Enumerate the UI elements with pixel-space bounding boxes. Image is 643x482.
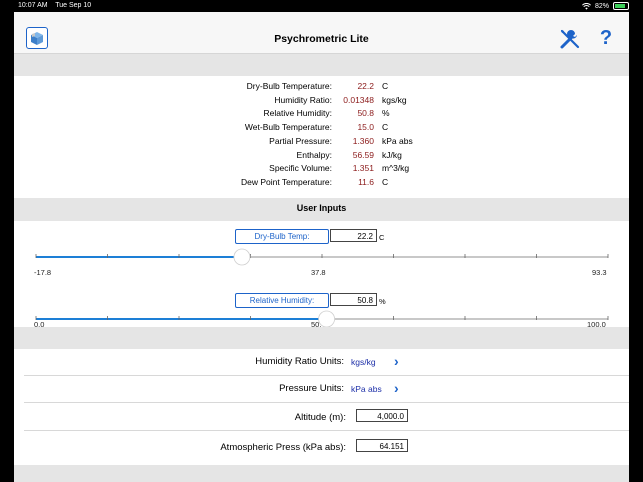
help-button[interactable]: ? [599,27,613,49]
dry-bulb-max-label: 93.3 [592,268,607,277]
pressure-units-row[interactable]: Pressure Units: kPa abs › [14,376,629,402]
home-cube-button[interactable] [26,27,48,49]
wifi-icon [581,2,591,10]
status-time: 10:07 AM [18,2,48,9]
rh-max-label: 100.0 [587,320,606,329]
divider [24,402,629,403]
relative-humidity-unit: % [379,297,386,306]
result-unit: % [382,108,390,119]
user-inputs-panel: Dry-Bulb Temp: 22.2 C -17.8 37.8 93.3 Re… [14,221,629,330]
result-value: 1.360 [352,135,374,146]
result-label: Humidity Ratio: [274,94,332,105]
rh-mid-label: 50. [311,320,322,329]
humidity-ratio-units-label: Humidity Ratio Units: [255,356,344,367]
result-value: 56.59 [352,149,374,160]
altitude-row: Altitude (m): 4,000.0 [14,403,629,430]
result-label: Wet-Bulb Temperature: [244,122,332,133]
result-row: Partial Pressure: 1.360 kPa abs [14,136,629,149]
settings-panel: Humidity Ratio Units: kgs/kg › Pressure … [14,349,629,465]
result-unit: kgs/kg [382,94,407,105]
divider [24,375,629,376]
result-unit: kPa abs [382,135,413,146]
result-label: Enthalpy: [296,149,332,160]
relative-humidity-slider[interactable] [14,310,629,330]
result-value: 0.01348 [343,94,374,105]
result-value: 50.8 [357,108,374,119]
altitude-label: Altitude (m): [294,412,346,423]
status-time-date: 10:07 AM Tue Sep 10 [18,2,91,9]
result-row: Dew Point Temperature: 11.6 C [14,177,629,190]
settings-tools-button[interactable] [559,28,581,50]
atmospheric-press-row: Atmospheric Press (kPa abs): 64.151 [14,431,629,459]
dry-bulb-unit: C [379,233,385,242]
result-label: Relative Humidity: [263,108,333,119]
pressure-units-value: kPa abs [351,384,382,394]
status-date: Tue Sep 10 [55,2,92,9]
wrench-screwdriver-icon [560,29,580,49]
result-unit: C [382,81,389,91]
user-inputs-title: User Inputs [296,203,347,213]
dry-bulb-min-label: -17.8 [34,268,52,277]
result-row: Specific Volume: 1.351 m^3/kg [14,163,629,176]
dry-bulb-slider[interactable] [14,248,629,268]
chevron-right-icon: › [394,380,399,396]
slider-thumb[interactable] [233,248,251,266]
result-value: 15.0 [357,122,374,133]
relative-humidity-button[interactable]: Relative Humidity: [235,293,329,308]
pressure-units-label: Pressure Units: [279,383,344,394]
altitude-field[interactable]: 4,000.0 [356,409,408,422]
result-label: Partial Pressure: [269,135,332,146]
result-value: 22.2 [357,81,374,91]
result-unit: C [382,122,389,133]
navigation-bar: Psychrometric Lite ? [14,12,629,54]
footer-band [14,465,629,482]
humidity-ratio-units-row[interactable]: Humidity Ratio Units: kgs/kg › [14,349,629,375]
result-label: Dry-Bulb Temperature: [246,81,332,91]
battery-percent: 82% [594,2,609,10]
battery-icon [613,2,629,10]
dry-bulb-temp-button[interactable]: Dry-Bulb Temp: [235,229,329,244]
cube-icon [31,32,43,45]
result-unit: kJ/kg [382,149,402,160]
result-value: 1.351 [352,163,374,174]
result-value: 11.6 [358,176,374,187]
settings-band [14,327,629,349]
result-label: Specific Volume: [269,163,332,174]
user-inputs-header: User Inputs [14,198,629,221]
divider [24,430,629,431]
result-label: Dew Point Temperature: [240,176,332,187]
page-title: Psychrometric Lite [274,33,369,45]
humidity-ratio-units-value: kgs/kg [351,357,376,367]
result-row: Enthalpy: 56.59 kJ/kg [14,150,629,163]
dry-bulb-temp-field[interactable]: 22.2 [330,229,377,242]
app-window: Psychrometric Lite ? Dry-Bulb Temperatur… [14,12,629,482]
dry-bulb-mid-label: 37.8 [311,268,326,277]
atmospheric-press-label: Atmospheric Press (kPa abs): [220,442,346,453]
header-band [14,54,629,76]
result-row: Dry-Bulb Temperature: 22.2 C [14,81,629,94]
result-row: Humidity Ratio: 0.01348 kgs/kg [14,95,629,108]
chevron-right-icon: › [394,353,399,369]
result-row: Wet-Bulb Temperature: 15.0 C [14,122,629,135]
rh-min-label: 0.0 [34,320,45,329]
relative-humidity-field[interactable]: 50.8 [330,293,377,306]
result-row: Relative Humidity: 50.8% [14,108,629,121]
atmospheric-press-field[interactable]: 64.151 [356,439,408,452]
status-right: 82% [581,2,629,10]
result-unit: m^3/kg [382,163,410,174]
result-unit: C [382,176,389,187]
results-panel: Dry-Bulb Temperature: 22.2 C Humidity Ratio… [14,76,629,198]
status-bar: 10:07 AM Tue Sep 10 82% [0,0,643,12]
